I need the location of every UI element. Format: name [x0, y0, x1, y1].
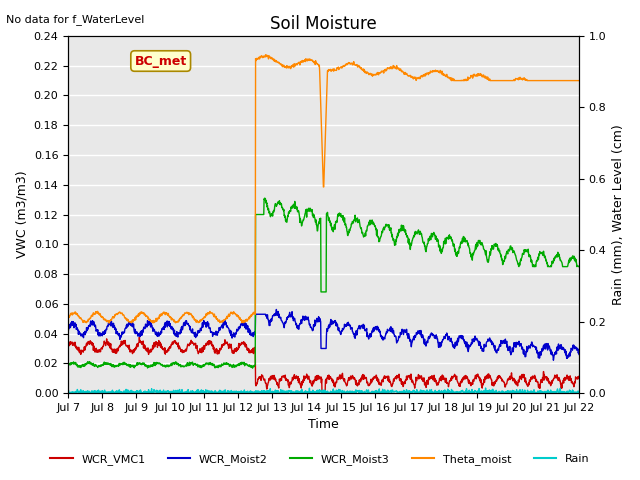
Title: Soil Moisture: Soil Moisture — [270, 15, 377, 33]
X-axis label: Time: Time — [308, 419, 339, 432]
Y-axis label: VWC (m3/m3): VWC (m3/m3) — [15, 171, 28, 258]
Y-axis label: Rain (mm), Water Level (cm): Rain (mm), Water Level (cm) — [612, 124, 625, 305]
Text: No data for f_WaterLevel: No data for f_WaterLevel — [6, 14, 145, 25]
Text: BC_met: BC_met — [134, 55, 187, 68]
Legend: WCR_VMC1, WCR_Moist2, WCR_Moist3, Theta_moist, Rain: WCR_VMC1, WCR_Moist2, WCR_Moist3, Theta_… — [46, 450, 594, 469]
